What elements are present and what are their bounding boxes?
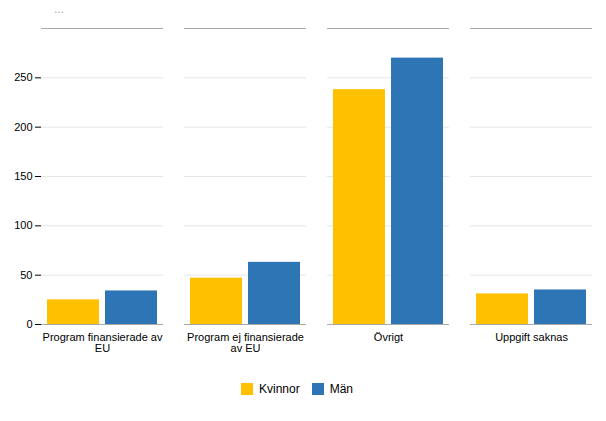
html-text:Män: Män bbox=[329, 381, 353, 396]
svg-text:200: 200 bbox=[14, 121, 32, 133]
svg-text:250: 250 bbox=[14, 71, 32, 83]
html-text:Kvinnor: Kvinnor bbox=[259, 381, 300, 396]
svg-text:50: 50 bbox=[20, 269, 32, 281]
svg-text:150: 150 bbox=[14, 170, 32, 182]
svg-text:Uppgift saknas: Uppgift saknas bbox=[495, 331, 568, 343]
svg-text:0: 0 bbox=[26, 318, 32, 330]
svg-text:Program finansierade avEU: Program finansierade avEU bbox=[43, 331, 163, 354]
svg-text:Program ej finansieradeav EU: Program ej finansieradeav EU bbox=[187, 331, 304, 354]
svg-text:Övrigt: Övrigt bbox=[374, 331, 403, 343]
svg-text:100: 100 bbox=[14, 219, 32, 231]
